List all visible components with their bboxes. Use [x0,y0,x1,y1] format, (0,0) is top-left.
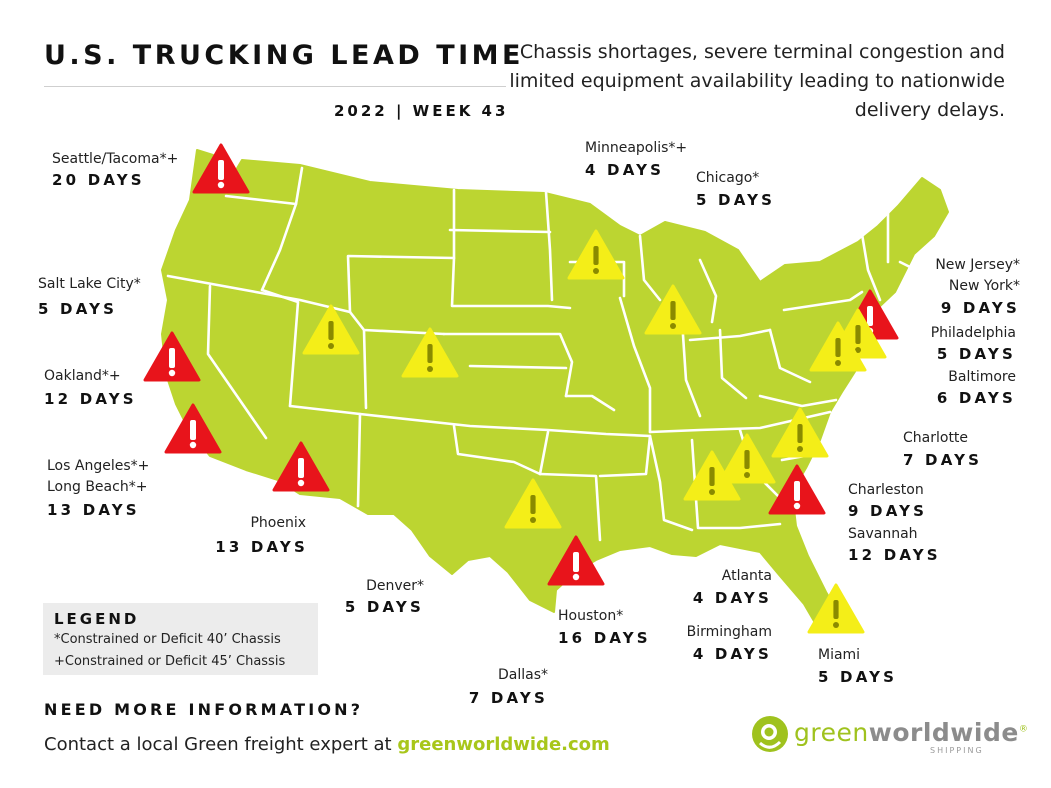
logo-text-green: green [794,718,869,747]
lead-time: 4 DAYS [692,645,772,663]
city-name: Atlanta [721,568,772,584]
city-name: Chicago* [696,170,760,186]
city-seattle: Seattle/Tacoma*+ 20 DAYS [52,149,178,191]
city-oakland: Oakland*+ 12 DAYS [44,366,137,410]
city-name: Charleston [848,482,924,498]
legend-box [43,603,318,675]
lead-time: 5 DAYS [344,598,424,616]
city-birmingham: Birmingham 4 DAYS [652,622,772,665]
lead-time: 12 DAYS [44,390,137,408]
city-name: Miami [818,647,861,663]
city-name: Dallas* [497,667,548,683]
city-name-2: New York* [948,278,1020,294]
city-name: Los Angeles*+ [47,458,150,474]
city-name: Birmingham [686,624,772,640]
legend-item-45ft: +Constrained or Deficit 45’ Chassis [54,654,286,669]
contact-line: Contact a local Green freight expert at … [44,734,610,755]
brand-logo: greenworldwide® [794,718,1028,747]
city-phoenix: Phoenix 13 DAYS [208,513,308,558]
city-name: Denver* [366,578,424,594]
lead-time: 5 DAYS [936,345,1016,363]
lead-time: 5 DAYS [818,668,898,686]
lead-time: 12 DAYS [848,546,941,564]
lead-time: 6 DAYS [936,389,1016,407]
lead-time: 7 DAYS [903,451,983,469]
city-charleston: Charleston 9 DAYS [848,480,927,522]
lead-time: 5 DAYS [696,191,776,209]
logo-text-worldwide: worldwide [868,718,1019,747]
city-name: New Jersey* [935,257,1020,273]
city-salt-lake-city: Salt Lake City* 5 DAYS [38,274,141,320]
legend-title: LEGEND [54,610,140,628]
legend-item-40ft: *Constrained or Deficit 40’ Chassis [54,632,281,647]
city-name: Houston* [558,608,624,624]
city-name: Savannah [848,526,918,542]
city-baltimore: Baltimore 6 DAYS [880,367,1016,409]
lead-time: 13 DAYS [47,501,140,519]
page-title: U.S. TRUCKING LEAD TIME [44,40,524,71]
city-name: Minneapolis*+ [585,140,688,156]
week-label: 2022 | WEEK 43 [334,102,509,120]
city-dallas: Dallas* 7 DAYS [448,665,548,709]
city-philadelphia: Philadelphia 5 DAYS [880,323,1016,365]
city-new-jersey-new-york: New Jersey* New York* 9 DAYS [880,255,1020,319]
city-name: Philadelphia [930,325,1016,341]
city-denver: Denver* 5 DAYS [324,576,424,618]
lead-time: 16 DAYS [558,629,651,647]
more-info-heading: NEED MORE INFORMATION? [44,700,364,719]
lead-time: 5 DAYS [38,300,118,318]
city-los-angeles-long-beach: Los Angeles*+ Long Beach*+ 13 DAYS [47,456,149,521]
city-charlotte: Charlotte 7 DAYS [903,428,982,471]
lead-time: 9 DAYS [848,502,928,520]
city-name: Charlotte [903,430,969,446]
city-chicago: Chicago* 5 DAYS [696,168,775,211]
city-atlanta: Atlanta 4 DAYS [672,566,772,609]
website-link[interactable]: greenworldwide.com [397,734,610,755]
contiguous-us-shape [161,149,949,633]
subtitle: Chassis shortages, severe terminal conge… [509,41,1005,121]
city-miami: Miami 5 DAYS [818,645,897,688]
contact-text: Contact a local Green freight expert at [44,734,398,755]
city-minneapolis: Minneapolis*+ 4 DAYS [585,138,687,181]
lead-time: 9 DAYS [940,299,1020,317]
city-savannah: Savannah 12 DAYS [848,524,941,566]
lead-time: 20 DAYS [52,171,145,189]
city-houston: Houston* 16 DAYS [558,606,651,649]
green-logo-icon [752,716,788,752]
us-landmass [161,149,949,633]
lead-time: 4 DAYS [692,589,772,607]
city-name: Oakland*+ [44,368,121,384]
registered-mark: ® [1018,724,1029,735]
title-divider [44,86,506,87]
lead-time: 4 DAYS [585,161,665,179]
city-name: Seattle/Tacoma*+ [52,151,179,167]
city-name: Baltimore [948,369,1016,385]
city-name-2: Long Beach*+ [47,479,148,495]
city-name: Phoenix [250,515,306,531]
city-name: Salt Lake City* [38,276,141,292]
lead-time: 7 DAYS [468,689,548,707]
lead-time: 13 DAYS [215,538,308,556]
logo-subtitle: SHIPPING [930,746,984,755]
